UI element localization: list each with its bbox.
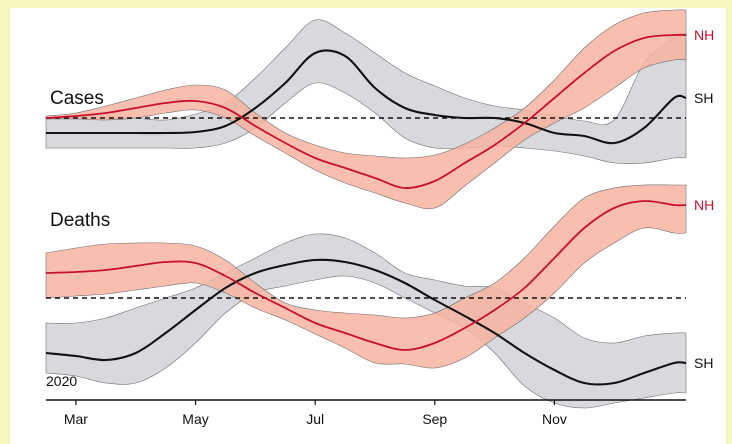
x-tick-label: Jul (306, 411, 324, 427)
nh-cases-series-label: NH (694, 27, 714, 43)
x-tick-label: Mar (64, 411, 88, 427)
deaths-title: Deaths (50, 210, 110, 231)
nh-deaths-confidence-band (45, 184, 687, 369)
nh-deaths-series-label: NH (694, 197, 714, 213)
sh-deaths-line (45, 258, 687, 386)
x-axis: Mar May Jul Sep Nov (46, 399, 686, 427)
cases-panel: NH SH (45, 9, 714, 210)
deaths-panel: NH SH (45, 184, 714, 409)
chart-svg: NH SH NH SH Cases Deaths 2020 Mar May Jul Sep… (45, 9, 714, 427)
sh-cases-series-label: SH (694, 90, 713, 106)
nh-deaths-line (45, 200, 687, 351)
sh-cases-line (45, 49, 687, 145)
nh-cases-confidence-band (45, 9, 687, 210)
year-label: 2020 (46, 373, 77, 389)
sh-deaths-series-label: SH (694, 355, 713, 371)
nh-cases-line (45, 33, 687, 189)
chart-panel: NH SH NH SH Cases Deaths 2020 Mar May Jul Sep… (10, 8, 726, 444)
x-tick-label: May (182, 411, 208, 427)
x-tick-label: Sep (422, 411, 447, 427)
x-tick-label: Nov (542, 411, 567, 427)
cases-title: Cases (50, 88, 104, 109)
